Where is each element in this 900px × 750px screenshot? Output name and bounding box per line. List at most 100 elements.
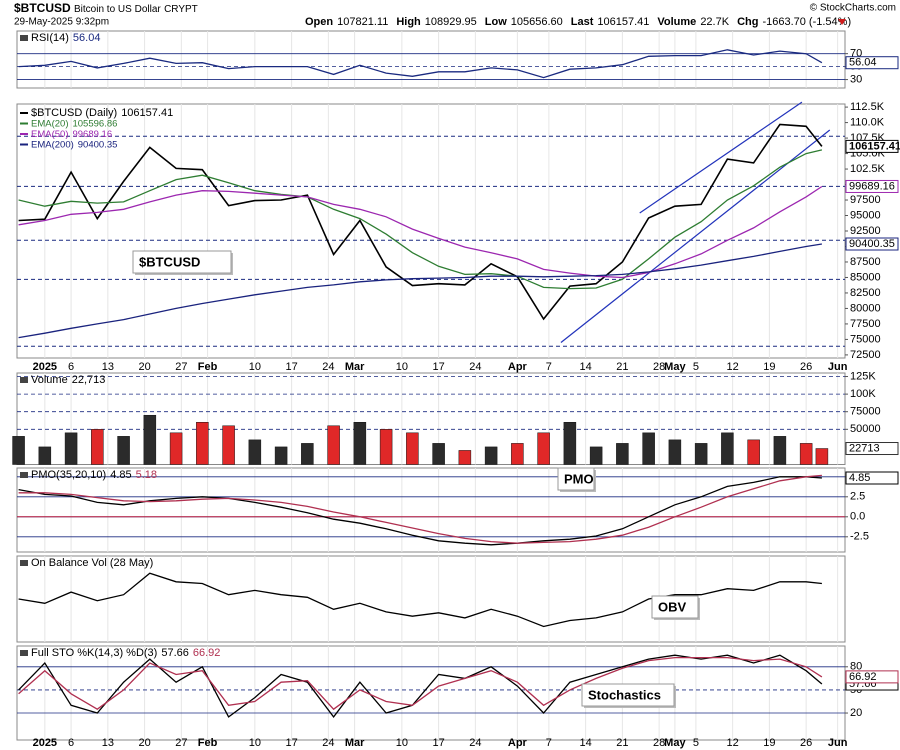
volume-bar xyxy=(773,436,787,465)
volume-bar xyxy=(248,439,262,465)
annotation-box xyxy=(651,595,699,619)
x-tick-label: 2025 xyxy=(33,737,57,749)
quote-label: Volume xyxy=(657,16,696,28)
title-swatch xyxy=(20,650,28,656)
y-tick-label: 80 xyxy=(850,661,862,673)
x-tick-label: Apr xyxy=(508,361,528,373)
trendline xyxy=(560,129,831,343)
volume-bar xyxy=(353,422,367,465)
title-swatch xyxy=(20,560,28,566)
x-tick-label: 21 xyxy=(616,361,628,373)
panel-title-value: 56.04 xyxy=(73,32,101,44)
annotation: OBV xyxy=(658,599,687,614)
volume-bar xyxy=(406,432,419,465)
last-value-box xyxy=(845,442,899,456)
x-tick-label: 24 xyxy=(322,361,334,373)
legend-name: EMA(200) xyxy=(31,139,74,150)
x-tick-label: 17 xyxy=(285,737,297,749)
x-tick-label: 17 xyxy=(285,361,297,373)
x-tick-label: 14 xyxy=(580,361,592,373)
quote-label: Last xyxy=(571,16,594,28)
x-tick-label: 27 xyxy=(175,737,187,749)
last-value: 99689.16 xyxy=(849,180,895,192)
volume-bar xyxy=(694,443,708,465)
x-tick-label: 19 xyxy=(763,737,775,749)
volume-bar xyxy=(38,446,52,465)
panel-frame xyxy=(16,645,846,741)
series-line xyxy=(18,476,822,546)
down-arrow xyxy=(838,19,846,25)
y-tick-label: 75000 xyxy=(850,406,881,418)
x-tick-label: 19 xyxy=(763,361,775,373)
last-value: 56.04 xyxy=(849,57,877,69)
y-tick-label: 75000 xyxy=(850,333,881,345)
series-line xyxy=(18,123,823,321)
series-line xyxy=(18,149,823,290)
x-tick-label: May xyxy=(664,737,686,749)
y-tick-label: 97500 xyxy=(850,194,881,206)
volume-bar xyxy=(511,443,524,465)
legend-value: 99689.16 xyxy=(72,129,112,140)
last-value-box xyxy=(845,139,899,153)
date: 29-May-2025 9:32pm xyxy=(14,17,109,28)
y-tick-label: 30 xyxy=(850,73,862,85)
y-tick-label: -2.5 xyxy=(850,531,869,543)
volume-bar xyxy=(458,450,472,465)
annotation: $BTCUSD xyxy=(139,254,200,269)
volume-bar xyxy=(143,414,157,465)
quote-value: 22.7K xyxy=(700,16,729,28)
legend-name: EMA(20) xyxy=(31,118,68,129)
x-tick-label: 26 xyxy=(800,737,812,749)
x-tick-label: 28 xyxy=(653,737,665,749)
quote-value: 107821.11 xyxy=(337,16,388,28)
panel-frame xyxy=(16,30,846,89)
last-value: 4.85 xyxy=(849,472,870,484)
x-tick-label: Apr xyxy=(508,737,528,749)
x-tick-label: 10 xyxy=(249,361,261,373)
volume-bar xyxy=(563,422,577,465)
series-line xyxy=(18,474,822,544)
legend-entry: EMA(50) 99689.16 xyxy=(31,129,112,140)
volume-bar xyxy=(642,432,655,465)
x-tick-label: 24 xyxy=(322,737,334,749)
x-tick-label: 2025 xyxy=(33,361,57,373)
series-line xyxy=(18,572,822,628)
trendline xyxy=(639,101,803,214)
y-tick-label: 112.5K xyxy=(850,101,885,113)
quote-value: 106157.41 xyxy=(597,16,649,28)
x-tick-label: 28 xyxy=(653,361,665,373)
legend-entry: EMA(200) 90400.35 xyxy=(31,139,117,150)
series-line xyxy=(18,654,823,718)
last-value: 106157.41 xyxy=(849,140,900,152)
volume-bar xyxy=(721,432,734,465)
y-tick-label: 125K xyxy=(850,370,876,382)
panel-title-text: RSI(14) xyxy=(31,32,69,44)
x-tick-label: 7 xyxy=(546,361,552,373)
y-tick-label: 85000 xyxy=(850,271,881,283)
y-tick-label: 72500 xyxy=(850,349,881,361)
panel-frame xyxy=(16,372,846,465)
legend-name: EMA(50) xyxy=(31,129,68,140)
volume-bar xyxy=(169,432,183,465)
volume-bar xyxy=(537,432,550,465)
instrument-name: Bitcoin to US Dollar xyxy=(74,4,161,15)
annotation-box xyxy=(132,250,232,274)
x-tick-label: Feb xyxy=(198,737,218,749)
quote-value: 108929.95 xyxy=(425,16,477,28)
volume-bar xyxy=(196,422,209,465)
x-tick-label: Mar xyxy=(345,737,365,749)
x-tick-label: 14 xyxy=(580,737,592,749)
symbol-line: $BTCUSD Bitcoin to US Dollar CRYPT xyxy=(14,1,198,15)
last-value-box xyxy=(845,670,899,684)
x-tick-label: 6 xyxy=(68,361,74,373)
title-swatch xyxy=(20,377,28,383)
volume-bar xyxy=(117,436,130,465)
x-tick-label: 26 xyxy=(800,361,812,373)
last-value-box xyxy=(845,471,899,485)
y-tick-label: 50000 xyxy=(850,423,881,435)
annotation: PMO xyxy=(564,471,594,486)
panel-title-value: 5.18 xyxy=(136,469,157,481)
volume-bar xyxy=(64,432,78,465)
annotation: Stochastics xyxy=(588,687,661,702)
